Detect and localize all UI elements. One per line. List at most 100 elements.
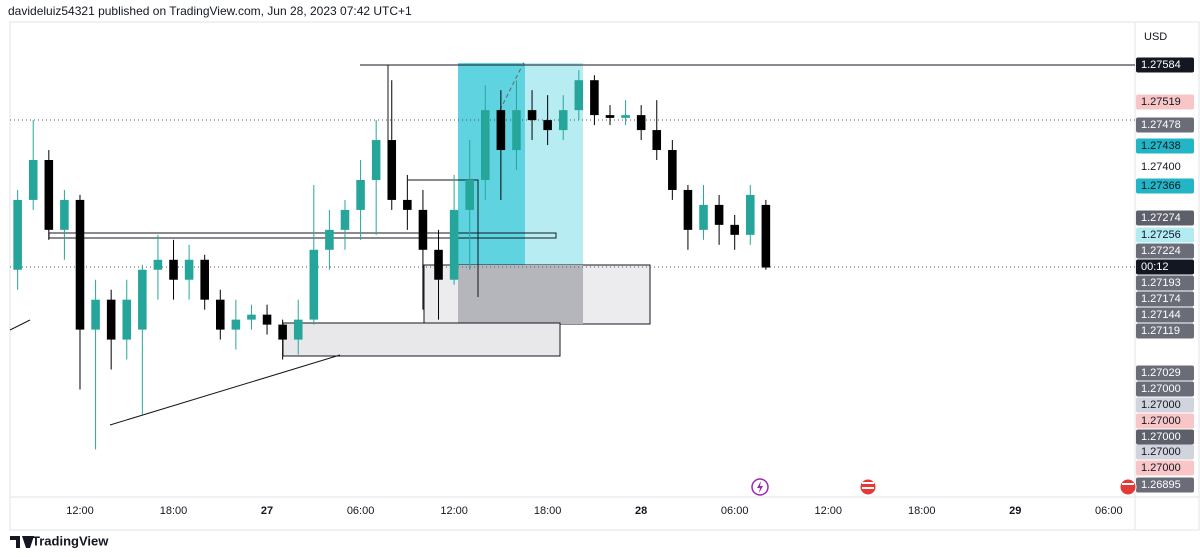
candle-body: [262, 314, 272, 325]
zone-box: [282, 322, 561, 357]
price-label-bg: [1136, 307, 1194, 323]
candle-body: [621, 115, 630, 118]
price-label-bg: [1136, 413, 1194, 429]
x-tick-label: 06:00: [1095, 505, 1123, 517]
x-tick-label: 06:00: [721, 505, 749, 517]
price-label-bg: [1136, 429, 1194, 445]
price-label-bg: [1136, 381, 1194, 397]
price-label: 1.27000: [1141, 415, 1181, 427]
price-label: 1.27478: [1141, 119, 1181, 131]
candle-body: [730, 224, 739, 235]
price-label-bg: [1136, 397, 1194, 413]
candle-body: [91, 299, 100, 330]
flag-stripe: [1122, 483, 1134, 485]
x-tick-label: 28: [635, 505, 647, 517]
price-label-bg: [1136, 138, 1194, 154]
price-label: 1.27584: [1141, 59, 1181, 71]
price-label: 1.27029: [1141, 367, 1181, 379]
candle-body: [434, 249, 443, 280]
target-zone: [458, 63, 525, 265]
candle-body: [215, 299, 225, 330]
bracket-line: [408, 179, 479, 297]
candle-body: [278, 324, 287, 340]
currency-label: USD: [1144, 31, 1167, 43]
candle-body: [605, 115, 615, 118]
candle-body: [28, 160, 38, 200]
price-label-bg: [1136, 323, 1194, 339]
price-label: 1.27000: [1141, 383, 1181, 395]
candle-body: [590, 80, 599, 116]
candle-body: [465, 179, 474, 210]
candle-body: [75, 199, 85, 330]
x-tick-label: 27: [261, 505, 273, 517]
candle-body: [403, 199, 412, 210]
x-tick-label: 18:00: [534, 505, 562, 517]
header: davideluiz54321 published on TradingView…: [8, 4, 412, 18]
trend-line: [9, 319, 31, 331]
candle-body: [449, 209, 459, 280]
logo: [10, 536, 34, 548]
price-label-bg: [1136, 178, 1194, 194]
price-label: 1.27256: [1141, 229, 1181, 241]
candle-body: [527, 110, 537, 121]
x-tick-label: 12:00: [66, 505, 94, 517]
candle-body: [60, 199, 69, 230]
price-label-bg: [1136, 460, 1194, 476]
price-label-bg: [1136, 210, 1194, 226]
x-tick-label: 12:00: [814, 505, 842, 517]
price-label: 1.27274: [1141, 212, 1181, 224]
candle-body: [496, 110, 506, 151]
target-zone-light: [525, 63, 583, 265]
frame: [9, 21, 1200, 531]
price-label: 1.27366: [1141, 180, 1181, 192]
price-label: 1.27224: [1141, 245, 1181, 257]
candles: [13, 70, 771, 450]
x-tick-label: 29: [1009, 505, 1021, 517]
x-tick-label: 18:00: [908, 505, 936, 517]
candle-body: [636, 115, 646, 131]
candle-body: [480, 110, 490, 180]
candle-body: [200, 259, 209, 300]
candle-body: [13, 199, 22, 270]
price-label-bg: [1136, 275, 1194, 291]
candle-body: [371, 140, 381, 180]
candle-body: [356, 179, 365, 210]
candle-body: [761, 204, 771, 268]
x-tick-label: 12:00: [440, 505, 468, 517]
price-label: 1.27144: [1141, 309, 1181, 321]
price-label: 1.27119: [1141, 325, 1180, 337]
x-tick-label: 06:00: [347, 505, 375, 517]
candle-body: [683, 189, 693, 230]
y-tick-label: 1.27400: [1141, 161, 1181, 173]
price-label: 1.27000: [1141, 462, 1181, 474]
price-label-bg: [1136, 444, 1194, 460]
footer-brand: TradingView: [32, 533, 109, 548]
price-label: 1.27000: [1141, 446, 1181, 458]
trend-line: [109, 354, 341, 426]
candle-body: [699, 204, 708, 230]
candle-body: [387, 140, 397, 200]
us-event-icon[interactable]: [1119, 478, 1137, 496]
stop-zone: [458, 265, 583, 324]
candle-body: [714, 204, 724, 225]
price-label-bg: [1136, 94, 1194, 110]
candle-body: [543, 120, 552, 131]
price-label: 1.27174: [1141, 293, 1181, 305]
candle-body: [558, 110, 568, 131]
candle-body: [574, 80, 584, 111]
countdown-bg: [1136, 259, 1194, 275]
price-label-bg: [1136, 227, 1194, 243]
candle-body: [745, 194, 755, 235]
candle-body: [309, 249, 319, 320]
candle-body: [652, 130, 662, 151]
candle-body: [153, 259, 163, 270]
flag-stripe: [862, 487, 874, 489]
candle-body: [340, 209, 350, 230]
price-label-bg: [1136, 365, 1194, 381]
drawings: [9, 59, 1135, 426]
lightning-icon: [757, 481, 763, 493]
flag-stripe: [862, 482, 874, 484]
candle-body: [293, 319, 303, 340]
candle-body: [247, 314, 256, 320]
